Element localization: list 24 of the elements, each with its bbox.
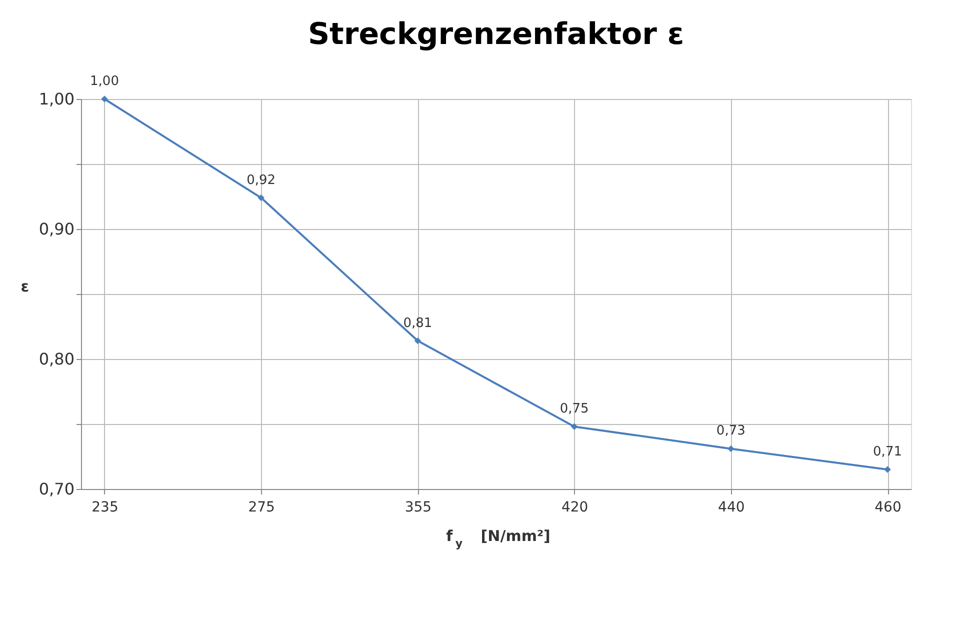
point <box>884 466 891 473</box>
y-axis-title: ε <box>20 278 30 296</box>
data-label: 1,00 <box>90 74 119 89</box>
chart-title: Streckgrenzenfaktor ε <box>308 17 684 52</box>
x-tick-label: 440 <box>718 500 745 516</box>
x-tick-label: 235 <box>92 500 118 516</box>
y-tick-label: 0,80 <box>38 350 74 368</box>
point <box>258 194 264 202</box>
x-tick-label: 275 <box>248 500 275 516</box>
point <box>728 445 734 452</box>
data-label: 0,73 <box>716 424 746 439</box>
point <box>101 96 108 102</box>
x-tick-label: 460 <box>874 500 902 516</box>
y-tick-label: 0,90 <box>38 220 74 238</box>
data-label: 0,92 <box>246 172 276 188</box>
x-tick-label: 420 <box>561 500 588 516</box>
x-tick-label: 355 <box>404 500 432 516</box>
y-tick-label: 0,70 <box>38 480 74 498</box>
point <box>414 337 422 344</box>
y-tick-label: 1,00 <box>38 90 74 108</box>
data-label: 0,75 <box>560 402 589 417</box>
data-label: 0,71 <box>873 444 902 460</box>
data-label: 0,81 <box>403 316 432 331</box>
point <box>570 423 578 430</box>
